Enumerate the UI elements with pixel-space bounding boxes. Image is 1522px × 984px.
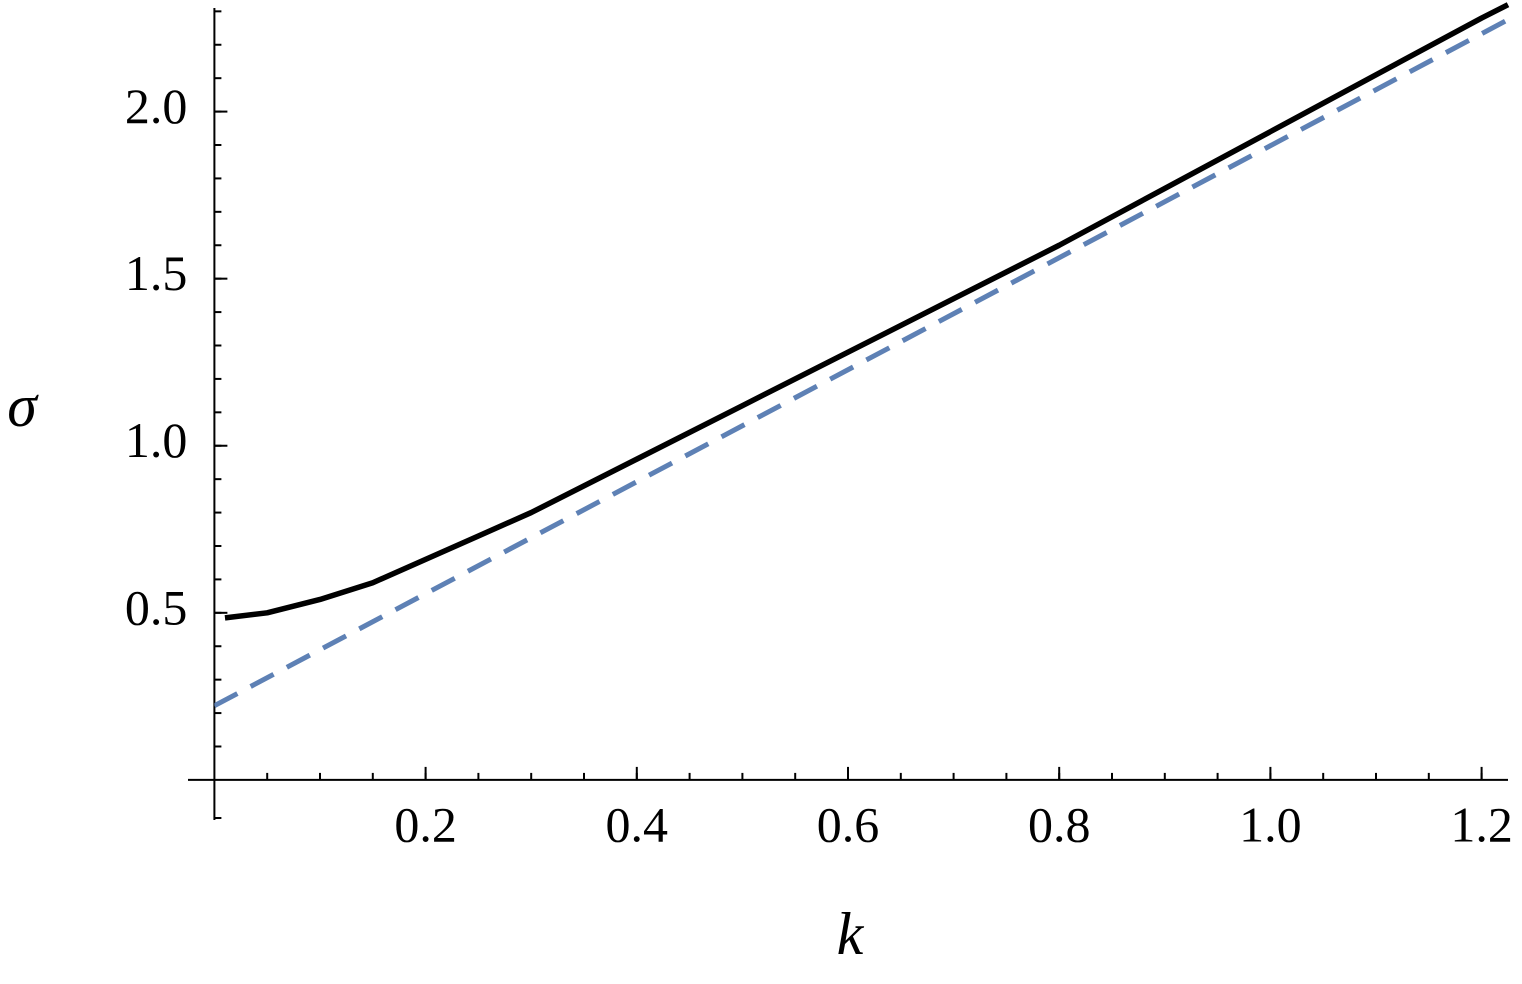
- y-axis-label: σ: [7, 373, 39, 439]
- y-tick-label: 2.0: [125, 78, 188, 134]
- line: [214, 17, 1510, 708]
- x-tick-label: 0.8: [1028, 796, 1091, 852]
- x-tick-label: 1.2: [1450, 796, 1513, 852]
- y-tick-label: 1.0: [125, 412, 188, 468]
- y-tick-label: 1.5: [125, 245, 188, 301]
- line: [224, 2, 1510, 621]
- x-tick-label: 0.6: [817, 796, 880, 852]
- x-axis-label: k: [837, 901, 865, 967]
- x-tick-label: 0.4: [606, 796, 669, 852]
- x-tick-label: 0.2: [394, 796, 457, 852]
- y-tick-label: 0.5: [125, 579, 188, 635]
- x-tick-label: 1.0: [1239, 796, 1302, 852]
